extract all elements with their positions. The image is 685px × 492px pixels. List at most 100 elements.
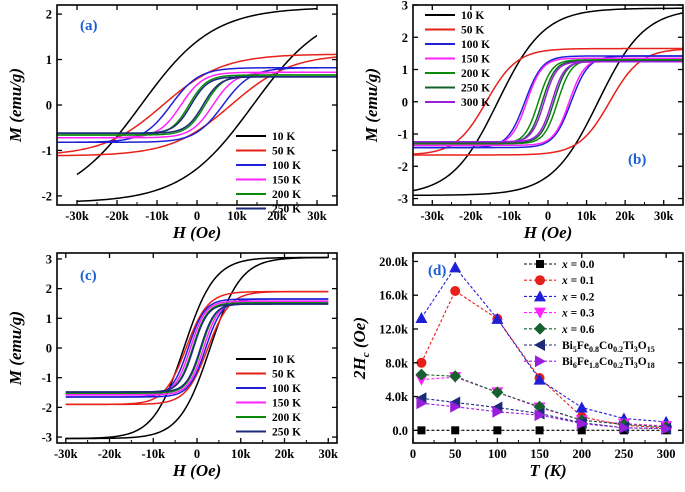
y-tick-label: -1 bbox=[42, 144, 52, 158]
y-tick-label: 12.0k bbox=[379, 323, 408, 337]
x-tick-label: 30k bbox=[307, 209, 327, 223]
legend: 10 K 50 K 100 K 150 K 200 K 250 K bbox=[236, 354, 301, 439]
y-tick-label: 3 bbox=[46, 252, 52, 266]
data-point bbox=[491, 312, 504, 324]
plot-frame bbox=[412, 4, 684, 206]
legend-label: 200 K bbox=[461, 68, 490, 80]
x-tick-label: -30k bbox=[54, 447, 78, 461]
hysteresis-branch-200k bbox=[413, 59, 683, 145]
hysteresis-branch-150k bbox=[57, 71, 337, 139]
data-point bbox=[535, 275, 545, 286]
hysteresis-branch-10k bbox=[413, 7, 683, 192]
data-point bbox=[661, 422, 673, 435]
y-tick-label: -3 bbox=[42, 431, 52, 445]
data-point bbox=[491, 386, 504, 399]
x-axis-label: T (K) bbox=[529, 461, 566, 480]
data-point bbox=[416, 397, 428, 410]
x-axis-label: H (Oe) bbox=[172, 461, 222, 480]
x-tick-label: -10k bbox=[141, 447, 165, 461]
hysteresis-branch-200k bbox=[65, 302, 329, 394]
y-axis-label: M (emu/g) bbox=[6, 68, 25, 143]
hysteresis-branch-50k bbox=[413, 47, 683, 155]
hysteresis-branch-10k bbox=[76, 7, 318, 176]
legend-label: Bi6Fe1.8Co0.2Ti3O18 bbox=[562, 356, 655, 370]
y-tick-label: 2 bbox=[46, 8, 52, 22]
y-tick-label: 0 bbox=[46, 99, 52, 113]
x-tick-label: 30k bbox=[654, 209, 674, 223]
curves bbox=[413, 7, 683, 197]
hysteresis-branch-50k bbox=[413, 48, 683, 156]
y-axis-label: M (emu/g) bbox=[6, 311, 25, 386]
y-axis-label: 2Hc (Oe) bbox=[350, 317, 372, 380]
panel-label: (a) bbox=[80, 18, 98, 34]
legend: x = 0.0 x = 0.1 x = 0.2 x = 0.3 x = 0.6 Bi5Fe… bbox=[524, 259, 655, 370]
data-point bbox=[535, 355, 546, 368]
y-tick-label: -1 bbox=[42, 371, 52, 385]
x-tick-label: 10k bbox=[577, 209, 597, 223]
data-point bbox=[449, 261, 462, 273]
x-tick-label: 10k bbox=[231, 447, 251, 461]
data-point bbox=[450, 400, 462, 413]
hysteresis-branch-150k bbox=[65, 300, 329, 396]
x-tick-label: 300 bbox=[657, 447, 676, 461]
y-tick-label: 0.0 bbox=[392, 424, 408, 438]
hysteresis-branch-10k bbox=[76, 34, 318, 203]
hysteresis-branch-250k bbox=[413, 60, 683, 144]
data-point bbox=[415, 368, 428, 381]
legend-label: x = 0.6 bbox=[561, 324, 595, 336]
x-tick-label: 250 bbox=[615, 447, 634, 461]
plot-frame bbox=[412, 252, 684, 444]
data-point bbox=[534, 339, 545, 351]
legend-label: 150 K bbox=[461, 54, 490, 66]
y-tick-label: 20.0k bbox=[379, 255, 408, 269]
legend-label: 200 K bbox=[272, 412, 301, 424]
data-point bbox=[618, 421, 630, 434]
y-tick-label: 16.0k bbox=[379, 289, 408, 303]
x-tick-label: 0 bbox=[194, 447, 200, 461]
x-tick-label: 20k bbox=[615, 209, 635, 223]
legend-label: 50 K bbox=[272, 146, 295, 158]
x-tick-label: 150 bbox=[530, 447, 549, 461]
y-tick-label: 0 bbox=[402, 95, 408, 109]
y-tick-label: 2 bbox=[46, 282, 52, 296]
legend-label: Bi5Fe0.8Co0.2Ti3O15 bbox=[562, 340, 655, 354]
legend-label: 50 K bbox=[461, 25, 484, 37]
x-tick-label: 20k bbox=[267, 209, 287, 223]
x-tick-label: 100 bbox=[488, 447, 507, 461]
x-tick-label: -30k bbox=[420, 209, 444, 223]
legend-label: x = 0.3 bbox=[561, 308, 595, 320]
y-tick-label: -3 bbox=[398, 192, 408, 206]
legend-label: 200 K bbox=[272, 189, 301, 201]
x-axis-label: H (Oe) bbox=[172, 223, 222, 242]
legend-label: 250 K bbox=[272, 427, 301, 439]
legend-label: 250 K bbox=[272, 204, 301, 216]
hysteresis-branch-100k bbox=[57, 66, 337, 143]
panel-c: -30k -20k -10k 0 10k 20k 30k -3 -2 -1 0 1 2 3 H (Oe) M … bbox=[6, 252, 338, 480]
hysteresis-branch-250k bbox=[65, 303, 329, 393]
y-axis-label: M (emu/g) bbox=[362, 68, 381, 143]
data-point bbox=[577, 426, 586, 435]
legend: 10 K 50 K 100 K 150 K 200 K 250 K bbox=[236, 131, 301, 216]
legend: 10 K 50 K 100 K 150 K 200 K 250 K 300 K bbox=[425, 10, 490, 109]
x-tick-label: 0 bbox=[410, 447, 416, 461]
data-point bbox=[534, 322, 546, 335]
legend-label: 150 K bbox=[272, 175, 301, 187]
hysteresis-branch-50k bbox=[65, 290, 329, 406]
panel-a: -30k -20k -10k 0 10k 20k 30k -2 -1 0 1 2 H (Oe) M (em… bbox=[6, 4, 338, 242]
hysteresis-branch-150k bbox=[57, 71, 337, 139]
legend-label: 150 K bbox=[272, 398, 301, 410]
data-point bbox=[450, 286, 461, 296]
hysteresis-branch-300k bbox=[413, 61, 683, 143]
hysteresis-branch-100k bbox=[65, 298, 329, 398]
y-tick-label: 1 bbox=[46, 53, 52, 67]
panel-b: -30k -20k -10k 0 10k 20k 30k -3 -2 -1 0 1 2 3 H (Oe) M … bbox=[362, 0, 684, 242]
y-tick-label: 0 bbox=[46, 342, 52, 356]
data-point bbox=[535, 426, 544, 435]
data-point bbox=[451, 426, 460, 435]
hysteresis-branch-250k bbox=[57, 76, 337, 134]
x-tick-label: -10k bbox=[145, 209, 169, 223]
legend-label: 250 K bbox=[461, 83, 490, 95]
x-tick-label: -30k bbox=[65, 209, 89, 223]
y-tick-label: -2 bbox=[42, 189, 52, 203]
